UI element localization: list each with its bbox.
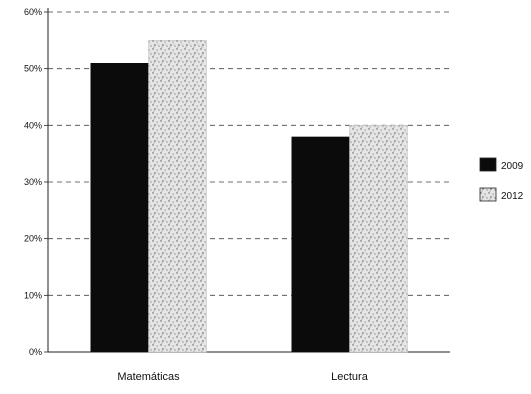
y-tick-label: 30% (24, 177, 42, 187)
legend-label-2009: 2009 (501, 161, 524, 172)
bars (90, 40, 408, 353)
y-tick-label: 60% (24, 7, 42, 17)
y-tick-label: 0% (29, 347, 42, 357)
bar-2012-matematicas (148, 40, 207, 353)
bar-2012-lectura (349, 125, 408, 353)
x-category-label: Lectura (331, 371, 369, 383)
legend: 2009 2012 (479, 157, 524, 202)
y-tick-label: 50% (24, 64, 42, 74)
axis-labels: 0% 10% 20% 30% 40% 50% 60% Matemáticas Lectura (24, 7, 369, 383)
y-tick-label: 10% (24, 290, 42, 300)
x-category-label: Matemáticas (117, 371, 180, 383)
legend-label-2012: 2012 (501, 191, 524, 202)
bar-2009-matematicas (90, 63, 149, 352)
y-tick-label: 20% (24, 234, 42, 244)
bar-2009-lectura (291, 136, 350, 352)
legend-swatch-2012 (479, 187, 497, 202)
legend-swatch-2009 (479, 157, 497, 172)
y-tick-label: 40% (24, 120, 42, 130)
